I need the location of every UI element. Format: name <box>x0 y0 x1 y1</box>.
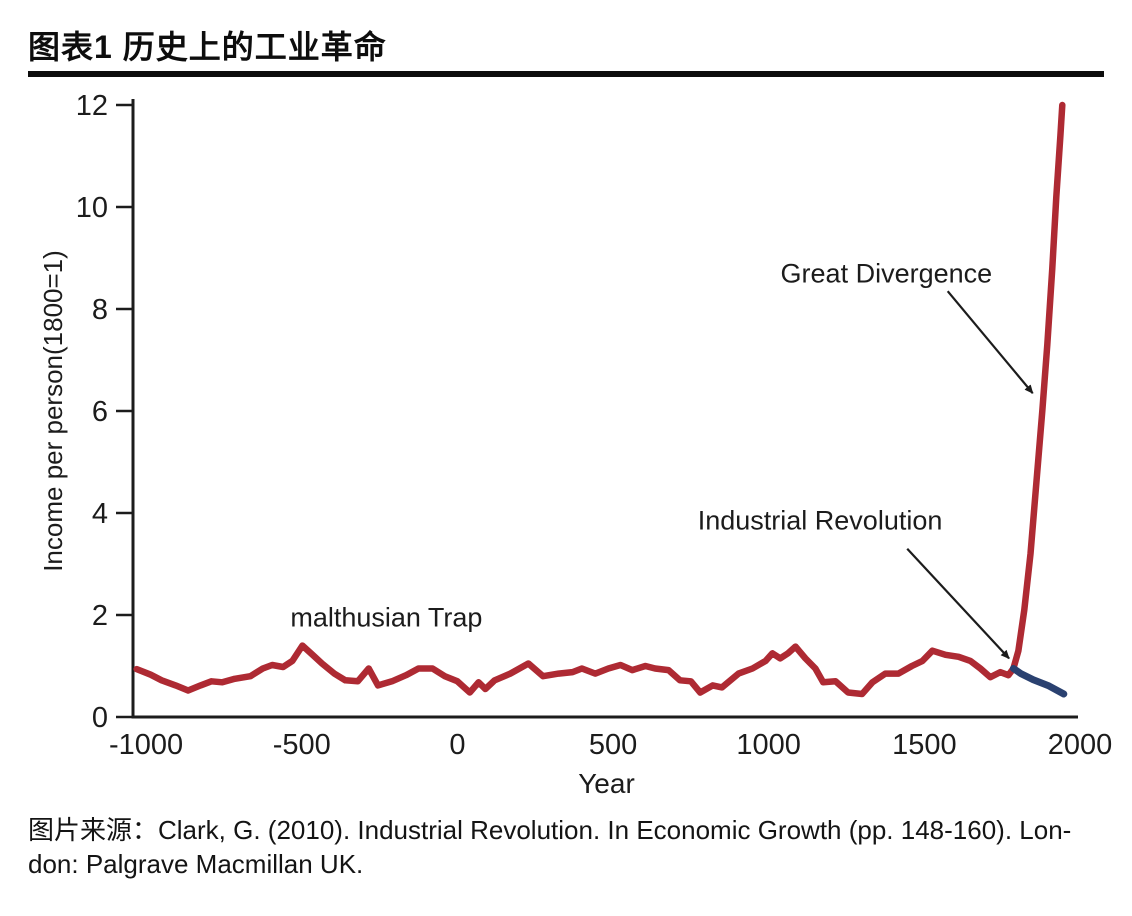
x-tick-label: 1500 <box>892 729 957 761</box>
x-tick-label: -1000 <box>109 729 183 761</box>
chart-area: 0 2 4 6 8 10 12 -1000 -500 0 500 1000 1500 2000 Year In… <box>0 85 1132 810</box>
annotation-arrow-great-divergence <box>946 290 1034 394</box>
y-tick-label: 10 <box>76 192 108 224</box>
figure-title: 图表1 历史上的工业革命 <box>28 29 387 65</box>
annotation-industrial-revolution: Industrial Revolution <box>698 506 943 536</box>
y-tick-label: 2 <box>92 600 108 632</box>
x-tick-label: 1000 <box>736 729 801 761</box>
y-tick-label: 12 <box>76 90 108 122</box>
title-divider-rule <box>28 71 1104 77</box>
annotation-great-divergence: Great Divergence <box>781 258 993 288</box>
source-citation: 图片来源：Clark, G. (2010). Industrial Revolu… <box>28 813 1108 881</box>
x-tick-label: 500 <box>589 729 637 761</box>
annotation-arrow-industrial-revolution <box>906 547 1010 660</box>
x-axis-title: Year <box>578 768 635 799</box>
x-tick-label: 2000 <box>1048 729 1113 761</box>
y-axis-title: Income per person(1800=1) <box>38 250 68 572</box>
y-tick-label: 4 <box>92 498 108 530</box>
x-tick-label: 0 <box>449 729 465 761</box>
x-tick-label: -500 <box>273 729 331 761</box>
series-world-income-red <box>133 101 1066 698</box>
annotation-malthusian-trap: malthusian Trap <box>290 603 482 633</box>
y-tick-label: 6 <box>92 396 108 428</box>
y-tick-label: 8 <box>92 294 108 326</box>
y-tick-label: 0 <box>92 702 108 734</box>
source-line-1: 图片来源：Clark, G. (2010). Industrial Revolu… <box>28 815 1072 845</box>
source-line-2: don: Palgrave Macmillan UK. <box>28 849 364 879</box>
chart-svg: 0 2 4 6 8 10 12 -1000 -500 0 500 1000 1500 2000 Year In… <box>38 90 1113 799</box>
series-malthusian-continuation-blue <box>1009 665 1068 698</box>
